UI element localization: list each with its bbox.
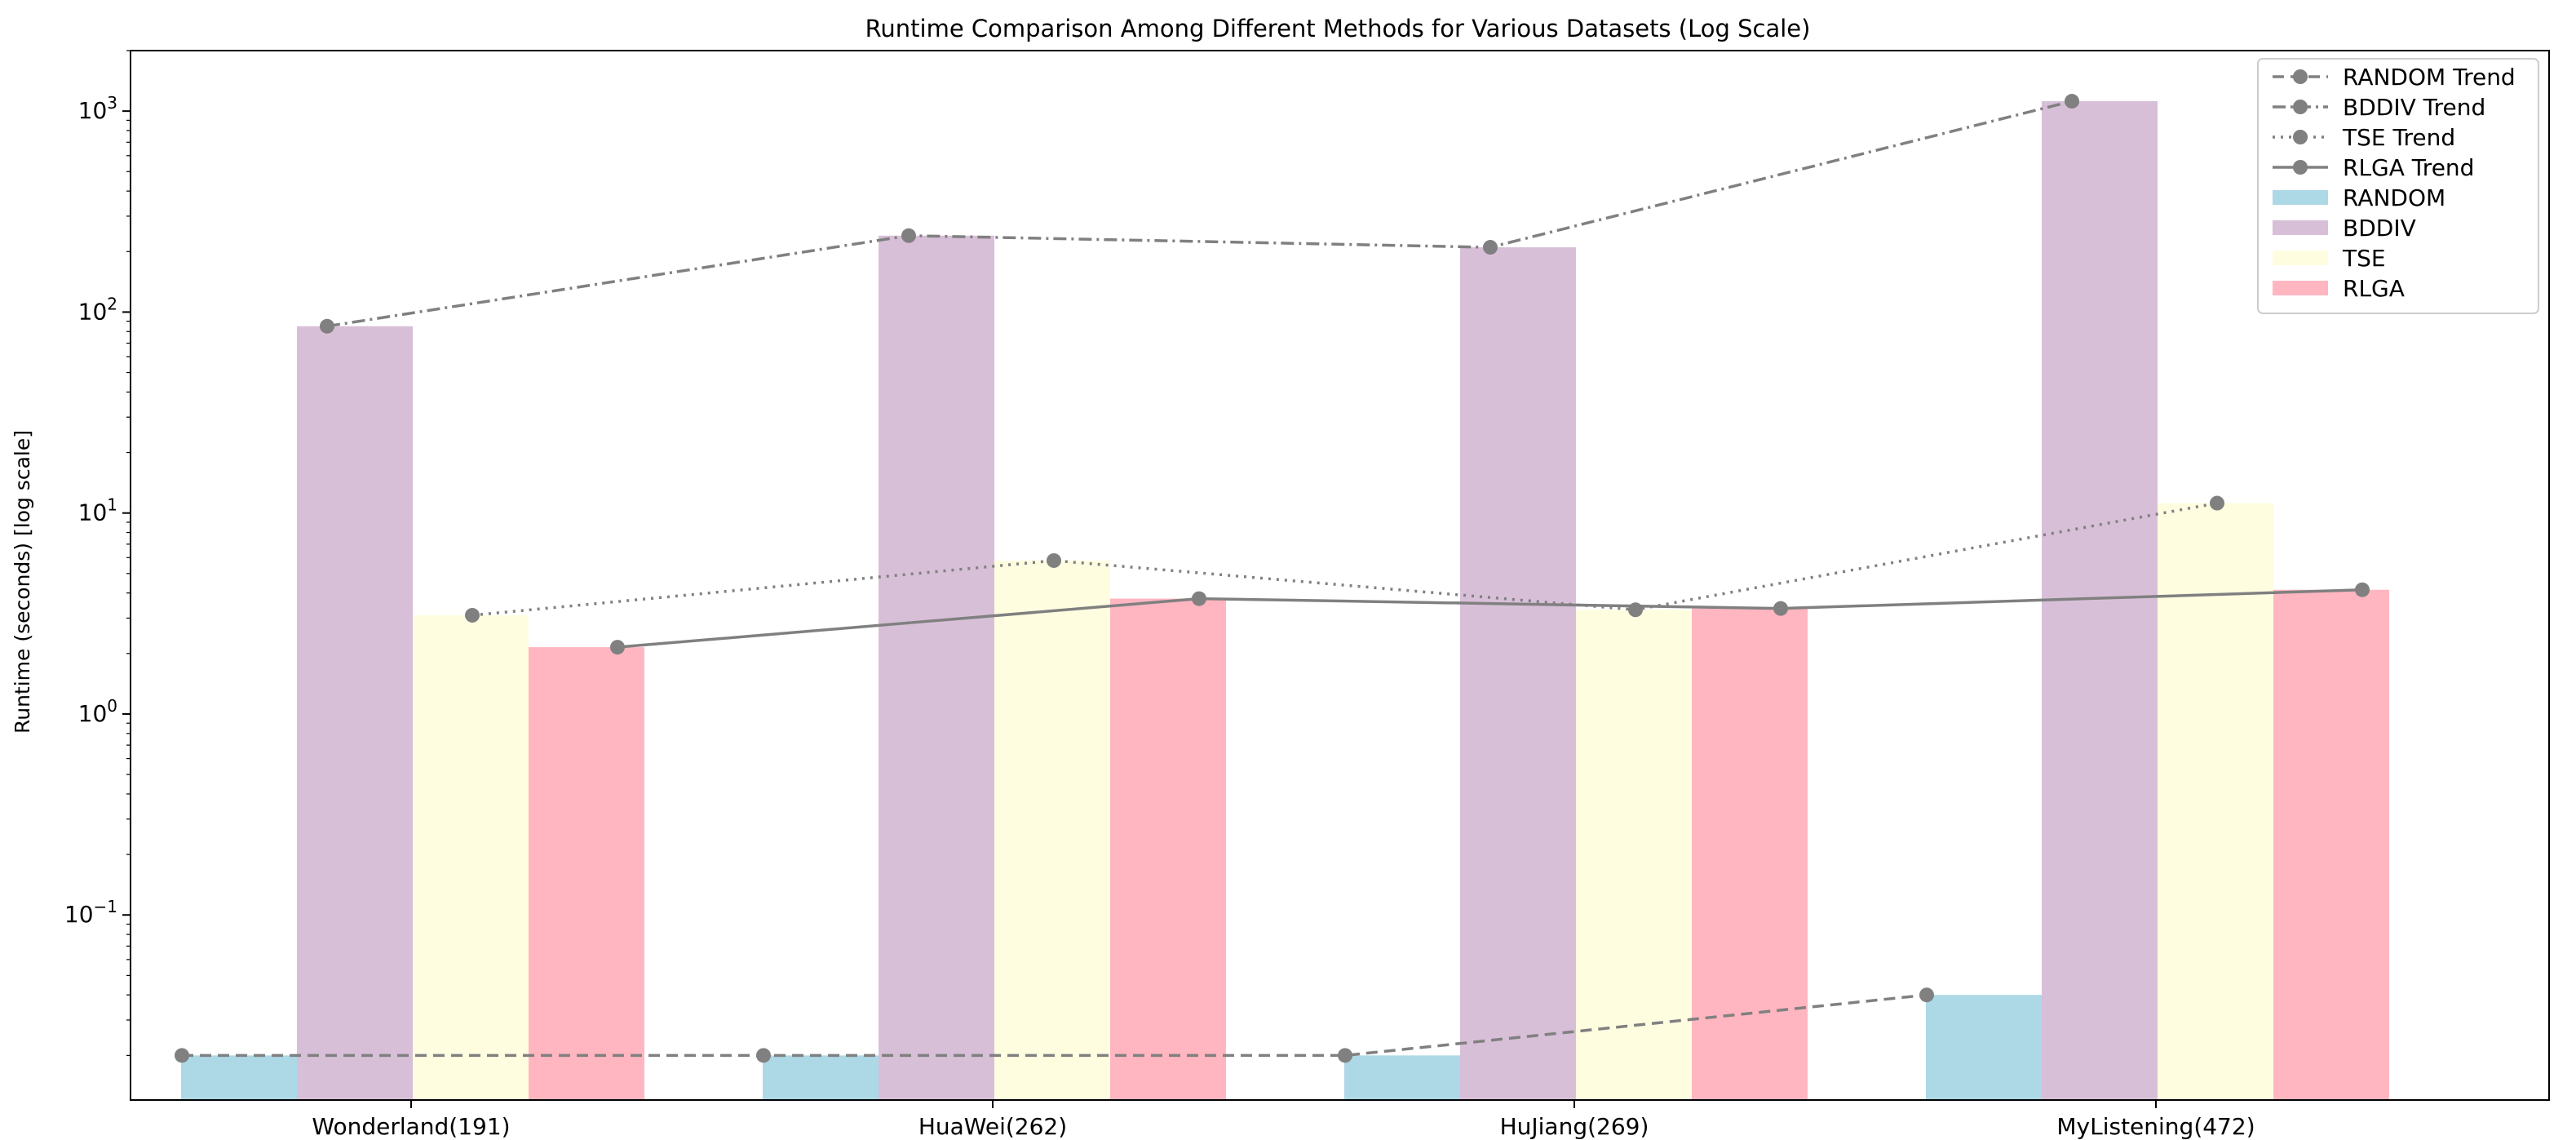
trend-marker-tse-0 xyxy=(465,607,480,623)
legend-box xyxy=(2257,58,2539,314)
trend-marker-rlga-0 xyxy=(610,640,625,655)
bar-tse-0 xyxy=(413,614,529,1100)
bar-rlga-0 xyxy=(529,647,644,1100)
legend-swatch-tse xyxy=(2273,251,2328,265)
legend-marker-1 xyxy=(2293,100,2308,114)
trend-line-rlga xyxy=(617,588,2363,649)
trend-marker-bddiv-0 xyxy=(320,318,334,334)
bar-tse-1 xyxy=(994,560,1110,1100)
legend-label-4: RANDOM xyxy=(2343,184,2445,211)
bar-tse-2 xyxy=(1576,610,1692,1100)
bar-rlga-1 xyxy=(1110,598,1226,1100)
trend-marker-random-0 xyxy=(175,1048,189,1063)
trend-lines-layer xyxy=(175,94,2370,1063)
chart-title: Runtime Comparison Among Different Metho… xyxy=(865,15,1811,42)
trend-marker-random-3 xyxy=(1919,987,1934,1003)
legend-marker-3 xyxy=(2293,160,2308,175)
x-tick-label-2: HuJiang(269) xyxy=(1500,1113,1649,1140)
bar-random-1 xyxy=(763,1055,879,1100)
legend-label-0: RANDOM Trend xyxy=(2343,64,2516,91)
y-axis-label: Runtime (seconds) [log scale] xyxy=(11,430,34,734)
legend-marker-2 xyxy=(2293,130,2308,144)
trend-marker-rlga-1 xyxy=(1192,591,1206,606)
legend: RANDOM Trend BDDIV Trend TSE Trend RLGA Tre… xyxy=(2257,58,2539,314)
trend-marker-tse-1 xyxy=(1047,552,1061,568)
plot-frame xyxy=(130,50,2550,1101)
bars-layer xyxy=(181,101,2389,1101)
trend-line-tse xyxy=(471,501,2218,617)
bar-rlga-3 xyxy=(2273,589,2389,1100)
legend-swatch-random xyxy=(2273,190,2328,205)
bar-rlga-2 xyxy=(1692,608,1808,1100)
legend-marker-0 xyxy=(2293,69,2308,84)
axes-layer: 10−1 100 101 102 103 Wonderland(191) HuaWei(26… xyxy=(64,50,2550,1140)
legend-swatch-bddiv xyxy=(2273,220,2328,235)
y-tick-label-3: 102 xyxy=(78,294,117,325)
trend-marker-bddiv-1 xyxy=(901,228,916,243)
legend-swatch-rlga xyxy=(2273,281,2328,295)
trend-marker-random-2 xyxy=(1338,1048,1352,1063)
y-tick-label-4: 103 xyxy=(78,93,117,124)
legend-label-7: RLGA xyxy=(2343,275,2405,302)
trend-line-bddiv xyxy=(326,100,2073,328)
y-tick-label-2: 101 xyxy=(78,495,117,526)
trend-line-random xyxy=(182,993,1928,1058)
bar-bddiv-2 xyxy=(1460,247,1576,1101)
legend-label-5: BDDIV xyxy=(2343,215,2416,242)
bar-bddiv-1 xyxy=(879,235,994,1101)
trend-marker-bddiv-2 xyxy=(1483,240,1498,255)
y-tick-label-0: 10−1 xyxy=(64,897,117,928)
x-tick-label-0: Wonderland(191) xyxy=(312,1113,510,1140)
bar-random-2 xyxy=(1344,1055,1460,1100)
x-tick-label-3: MyListening(472) xyxy=(2056,1113,2255,1140)
trend-marker-rlga-2 xyxy=(1773,601,1788,616)
trend-marker-random-1 xyxy=(756,1048,771,1063)
trend-marker-bddiv-3 xyxy=(2065,94,2079,109)
bar-random-0 xyxy=(181,1055,297,1100)
trend-marker-rlga-3 xyxy=(2355,582,2370,597)
bar-tse-3 xyxy=(2158,503,2273,1100)
legend-label-3: RLGA Trend xyxy=(2343,154,2474,181)
bar-random-3 xyxy=(1926,995,2042,1100)
legend-label-1: BDDIV Trend xyxy=(2343,94,2485,121)
trend-marker-tse-3 xyxy=(2210,495,2224,511)
bar-bddiv-0 xyxy=(297,326,413,1101)
legend-label-2: TSE Trend xyxy=(2342,124,2455,151)
x-tick-label-1: HuaWei(262) xyxy=(918,1113,1067,1140)
legend-label-6: TSE xyxy=(2342,245,2386,272)
y-tick-label-1: 100 xyxy=(78,696,117,727)
